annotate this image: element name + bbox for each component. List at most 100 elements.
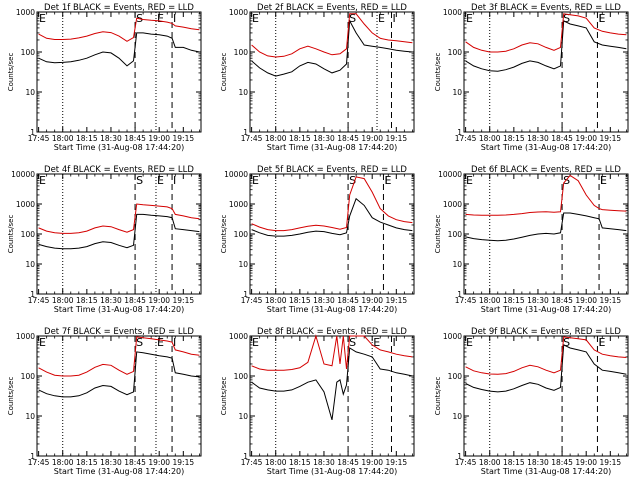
panel-det-1: Det 1f BLACK = Events, RED = LLD 1 10 100 10…: [7, 3, 202, 152]
y-axis-label: Counts/sec: [7, 53, 15, 92]
x-tick-label: 19:00: [361, 134, 383, 143]
x-tick-label: 18:30: [527, 458, 549, 467]
y-tick-label: 1: [243, 452, 248, 461]
x-tick-label: 17:45: [28, 458, 50, 467]
panel-det-2: Det 2f BLACK = Events, RED = LLD 1 10 100 10…: [220, 3, 415, 152]
plot-frame: [249, 173, 415, 295]
y-axis-label: Counts/sec: [434, 377, 442, 416]
x-tick-label: 19:15: [600, 458, 622, 467]
plot-frame: [249, 11, 415, 133]
x-tick-label: 17:45: [455, 458, 477, 467]
x-tick-label: 18:15: [503, 296, 525, 305]
marker-label-e2: E: [600, 174, 607, 187]
y-tick-label: 100: [234, 372, 249, 381]
y-tick-label: 10: [25, 412, 35, 421]
y-tick-label: 100: [21, 48, 36, 57]
x-tick-label: 18:30: [100, 296, 122, 305]
x-tick-label: 18:45: [337, 296, 359, 305]
x-tick-label: 19:15: [173, 134, 195, 143]
marker-label-i: I: [173, 12, 176, 25]
marker-label-i: I: [392, 12, 395, 25]
marker-label-s: S: [563, 12, 570, 25]
x-tick-label: 18:45: [337, 458, 359, 467]
marker-label-e2: E: [157, 12, 164, 25]
x-tick-label: 19:00: [148, 134, 170, 143]
plot-frame: [463, 11, 629, 133]
plot-frame: [463, 173, 629, 295]
x-axis-label: Start Time (31-Aug-08 17:44:20): [267, 143, 398, 152]
y-tick-label: 10: [238, 412, 248, 421]
panel-title: Det 6f BLACK = Events, RED = LLD: [471, 165, 621, 175]
y-tick-label: 1: [457, 452, 462, 461]
y-tick-label: 10000: [438, 170, 462, 179]
x-axis-label: Start Time (31-Aug-08 17:44:20): [267, 467, 398, 476]
x-tick-label: 19:00: [148, 296, 170, 305]
plot-frame: [36, 11, 202, 133]
x-axis-label: Start Time (31-Aug-08 17:44:20): [481, 305, 612, 314]
marker-label-e2: E: [378, 12, 385, 25]
x-axis-label: Start Time (31-Aug-08 17:44:20): [54, 467, 185, 476]
marker-label-e: E: [466, 174, 473, 187]
lld-series-line: [465, 336, 627, 375]
y-tick-label: 1: [30, 290, 35, 299]
y-axis-label: Counts/sec: [220, 53, 228, 92]
marker-label-e: E: [466, 12, 473, 25]
x-tick-label: 19:00: [148, 458, 170, 467]
marker-label-s: S: [349, 12, 356, 25]
lld-series-line: [251, 13, 413, 58]
x-tick-label: 18:15: [289, 296, 311, 305]
x-tick-label: 17:45: [455, 296, 477, 305]
x-tick-label: 17:45: [455, 134, 477, 143]
x-tick-label: 18:15: [503, 134, 525, 143]
y-tick-label: 100: [448, 230, 463, 239]
x-tick-label: 17:45: [241, 296, 263, 305]
y-tick-label: 1: [243, 290, 248, 299]
panel-title: Det 5f BLACK = Events, RED = LLD: [257, 165, 407, 175]
y-tick-label: 10000: [224, 170, 248, 179]
events-series-line: [465, 344, 627, 393]
plot-frame: [36, 335, 202, 457]
marker-label-e: E: [466, 336, 473, 349]
events-series-line: [38, 32, 200, 67]
lld-series-line: [251, 334, 413, 371]
events-series-line: [38, 351, 200, 398]
y-tick-label: 1000: [229, 8, 248, 17]
marker-label-i: I: [392, 336, 395, 349]
y-tick-label: 10: [25, 88, 35, 97]
lld-series-line: [465, 174, 627, 216]
x-tick-label: 18:00: [479, 134, 501, 143]
y-tick-label: 1: [30, 452, 35, 461]
marker-label-i: I: [384, 174, 387, 187]
y-tick-label: 1000: [16, 200, 35, 209]
y-tick-label: 1: [30, 128, 35, 137]
y-axis-label: Counts/sec: [7, 377, 15, 416]
marker-label-i: I: [173, 336, 176, 349]
panel-det-5: Det 5f BLACK = Events, RED = LLD 1 10 100 10…: [220, 165, 415, 314]
x-tick-label: 18:45: [337, 134, 359, 143]
x-tick-label: 18:00: [479, 458, 501, 467]
x-tick-label: 18:45: [124, 134, 146, 143]
marker-label-e2: E: [598, 12, 605, 25]
x-tick-label: 19:00: [575, 134, 597, 143]
marker-label-s: S: [563, 336, 570, 349]
events-series-line: [465, 20, 627, 72]
x-tick-label: 19:00: [361, 296, 383, 305]
x-axis-label: Start Time (31-Aug-08 17:44:20): [267, 305, 398, 314]
marker-label-e2: E: [384, 174, 391, 187]
x-axis-label: Start Time (31-Aug-08 17:44:20): [481, 143, 612, 152]
x-tick-label: 18:15: [76, 296, 98, 305]
panel-title: Det 3f BLACK = Events, RED = LLD: [471, 3, 621, 13]
x-tick-label: 19:00: [575, 458, 597, 467]
y-axis-label: Counts/sec: [434, 53, 442, 92]
y-tick-label: 100: [448, 372, 463, 381]
x-tick-label: 18:45: [551, 458, 573, 467]
y-tick-label: 100: [234, 230, 249, 239]
y-tick-label: 1000: [443, 8, 462, 17]
marker-label-s: S: [349, 174, 356, 187]
marker-label-i: I: [598, 336, 601, 349]
x-tick-label: 17:45: [28, 134, 50, 143]
x-tick-label: 19:00: [361, 458, 383, 467]
x-tick-label: 18:00: [52, 458, 74, 467]
x-tick-label: 19:15: [173, 296, 195, 305]
